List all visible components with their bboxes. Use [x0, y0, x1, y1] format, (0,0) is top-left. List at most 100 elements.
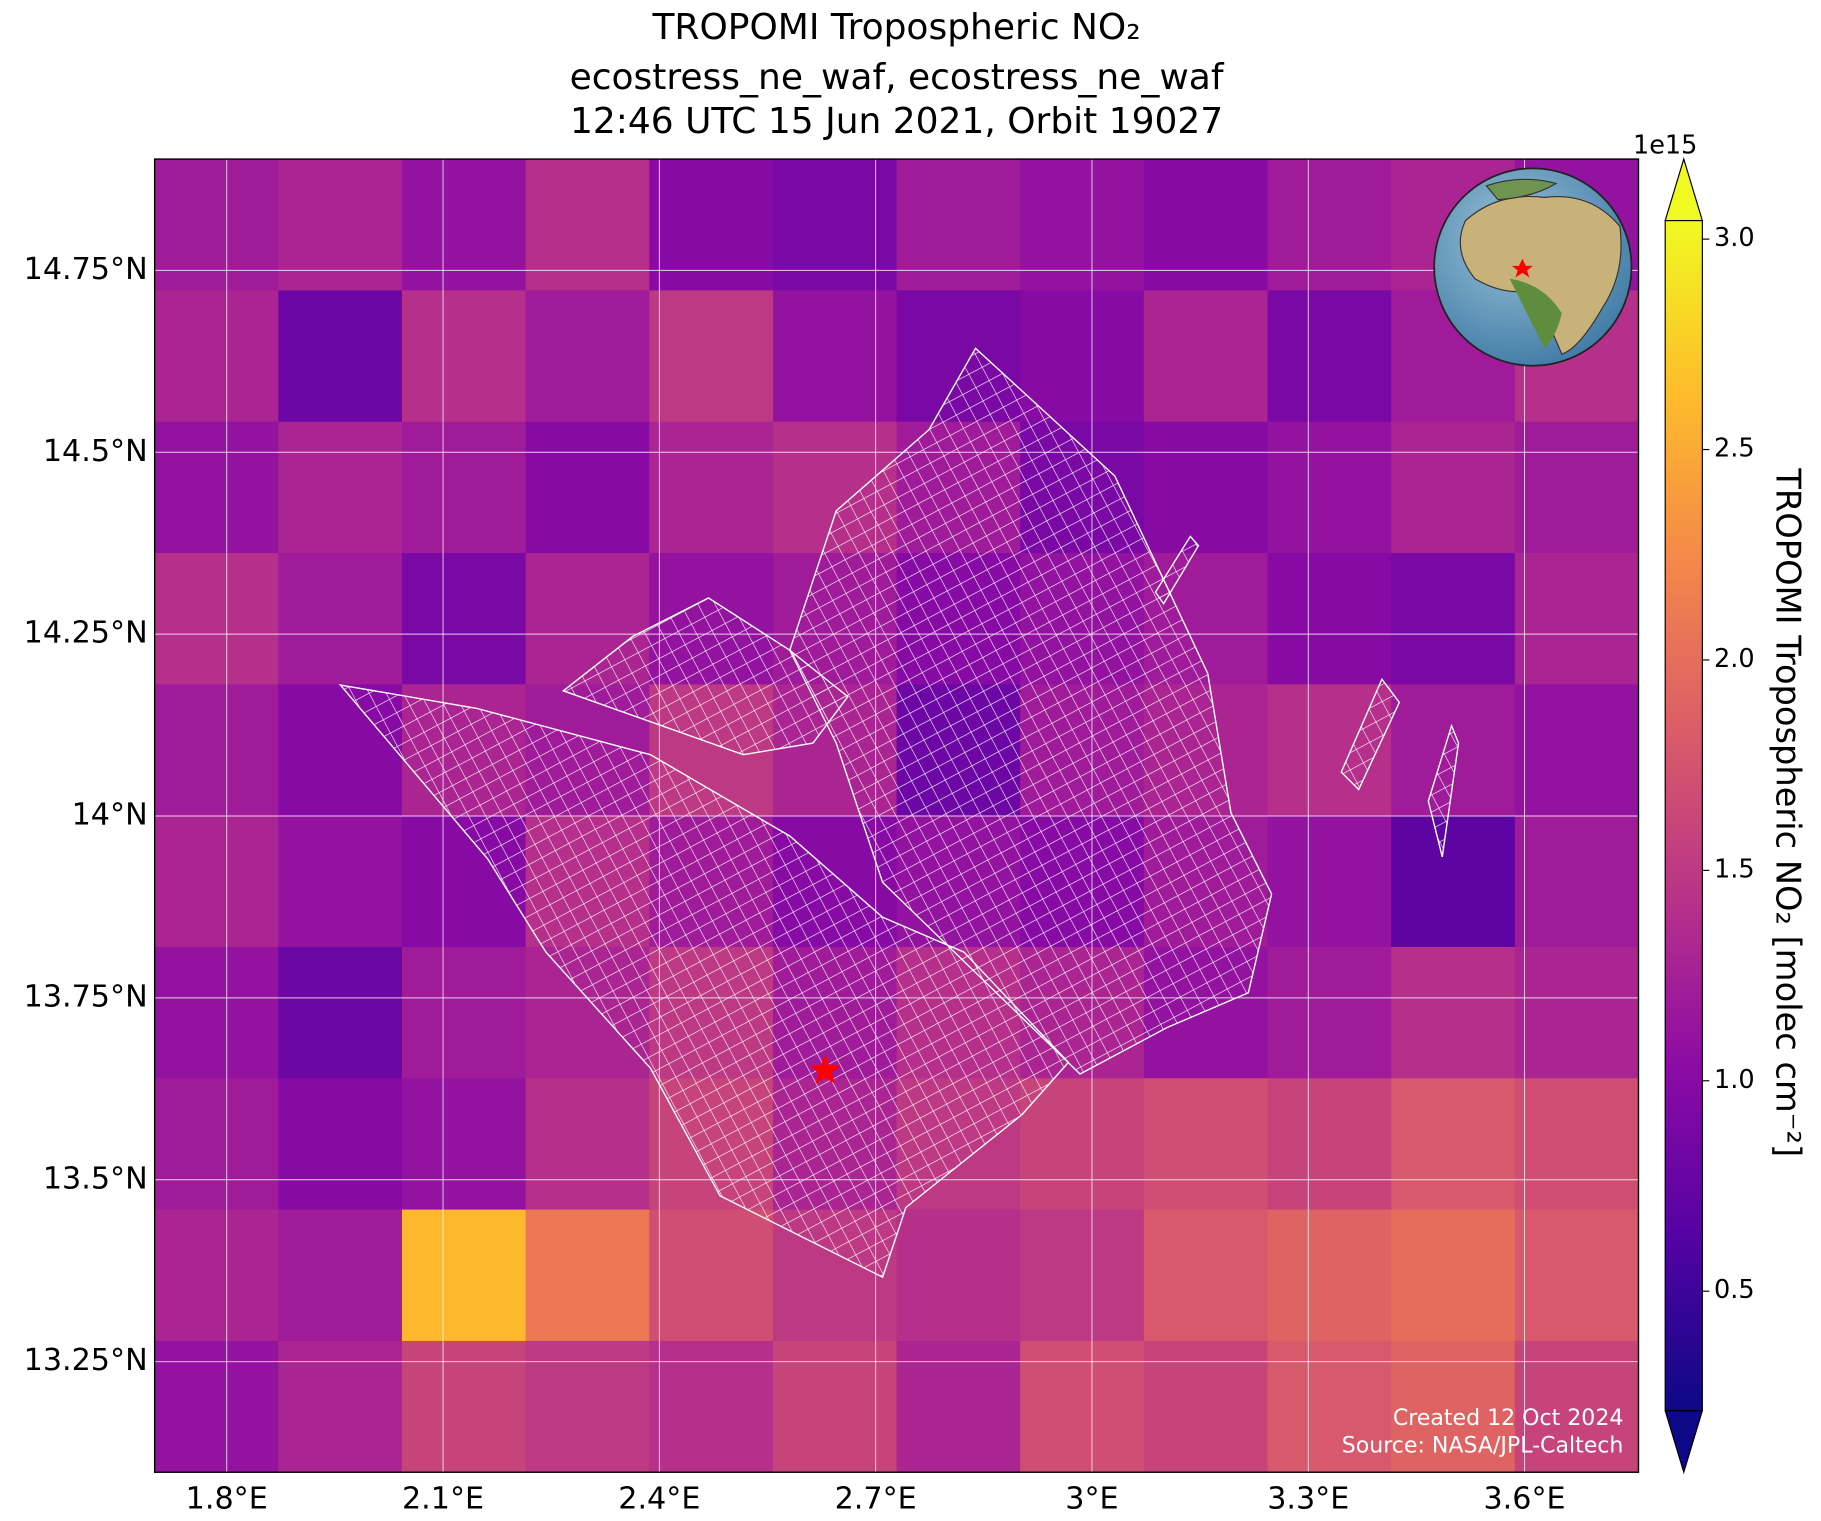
cell — [154, 1340, 279, 1473]
cell — [278, 815, 403, 948]
cell — [1391, 1209, 1516, 1342]
globe-site — [1511, 258, 1533, 278]
cell — [1514, 421, 1639, 554]
cell — [1143, 159, 1269, 291]
cell — [154, 684, 279, 817]
colorbar-label: TROPOMI Tropospheric NO₂ [molec cm⁻²] — [1768, 467, 1807, 1157]
europe — [1485, 178, 1558, 201]
cell — [896, 1340, 1021, 1473]
colorbar-body — [1664, 220, 1703, 1412]
cell — [278, 159, 403, 291]
plot-frame — [153, 158, 1640, 1473]
credit-line: Created 12 Oct 2024 — [1393, 1406, 1624, 1431]
title-line: 12:46 UTC 15 Jun 2021, Orbit 19027 — [570, 101, 1223, 142]
colorbar-tick-label: 1.5 — [1714, 854, 1755, 884]
cell — [1267, 946, 1392, 1079]
cell — [1267, 290, 1392, 423]
cell — [278, 1209, 403, 1342]
credits: Created 12 Oct 2024 Source: NASA/JPL-Cal… — [1342, 1406, 1624, 1459]
x-tick-label: 3.3°E — [1267, 1482, 1349, 1517]
cell — [1267, 421, 1392, 554]
cell — [1514, 946, 1639, 1079]
cell — [1020, 1078, 1145, 1211]
cell — [1514, 1209, 1639, 1342]
colorbar-extend-top — [1664, 157, 1704, 222]
colorbar-tick-label: 2.5 — [1714, 434, 1755, 464]
cell — [1020, 290, 1145, 423]
cell — [401, 1078, 527, 1211]
cell — [1391, 553, 1516, 685]
cell — [401, 946, 527, 1079]
cell — [649, 421, 774, 554]
site-marker-layer — [809, 1054, 841, 1084]
cell — [1514, 815, 1639, 948]
cell — [1143, 1209, 1269, 1342]
x-tick-label: 1.8°E — [186, 1482, 268, 1517]
y-tick-label: 14°N — [72, 798, 148, 833]
cell — [1267, 1209, 1392, 1342]
cell — [1143, 421, 1269, 554]
colorbar-tick-label: 1.0 — [1714, 1065, 1755, 1095]
cell — [154, 1209, 279, 1342]
cell — [401, 290, 527, 423]
cell — [154, 553, 279, 685]
cell — [1391, 946, 1516, 1079]
footprints — [338, 347, 1460, 1279]
cell — [1143, 1078, 1269, 1211]
cell — [1020, 1209, 1145, 1342]
cell — [649, 1209, 774, 1342]
cell — [154, 946, 279, 1079]
cell — [1267, 159, 1392, 291]
cell — [1391, 815, 1516, 948]
footprint — [788, 347, 1273, 1075]
y-tick-label: 13.5°N — [43, 1161, 148, 1196]
cell — [1143, 290, 1269, 423]
x-tick-label: 3.6°E — [1483, 1482, 1565, 1517]
cell — [525, 1209, 650, 1342]
cell — [401, 1209, 527, 1342]
cell — [1391, 1078, 1516, 1211]
cell — [401, 1340, 527, 1473]
cell — [525, 1078, 650, 1211]
cell — [1267, 1078, 1392, 1211]
cell — [1514, 684, 1639, 817]
x-tick-label: 3°E — [1065, 1482, 1118, 1517]
colorbar: 1e15 TROPOMI Tropospheric NO₂ [molec cm⁻… — [1633, 130, 1807, 1475]
cell — [1514, 1340, 1639, 1473]
cell — [278, 1340, 403, 1473]
footprint — [1154, 535, 1200, 606]
site-marker — [809, 1054, 841, 1084]
cell — [1391, 421, 1516, 554]
cell — [525, 421, 650, 554]
cell — [649, 290, 774, 423]
x-tick-label: 2.7°E — [835, 1482, 917, 1517]
continent — [1459, 195, 1622, 355]
cell — [649, 159, 774, 291]
footprint — [1427, 723, 1460, 858]
cell — [154, 1078, 279, 1211]
cell — [1267, 1340, 1392, 1473]
cell — [525, 1340, 650, 1473]
y-tick-label: 14.25°N — [24, 616, 148, 651]
cell — [154, 159, 279, 291]
cell — [278, 946, 403, 1079]
cell — [772, 1340, 898, 1473]
footprint — [338, 684, 1070, 1279]
globe-inset — [1433, 167, 1633, 367]
cell — [1391, 1340, 1516, 1473]
x-tick-label: 2.1°E — [402, 1482, 484, 1517]
cell — [649, 1340, 774, 1473]
cell — [772, 290, 898, 423]
cell — [401, 159, 527, 291]
cell — [154, 421, 279, 554]
cell — [1514, 1078, 1639, 1211]
y-tick-label: 13.75°N — [24, 979, 148, 1014]
colorbar-offset: 1e15 — [1633, 130, 1697, 160]
heatmap — [154, 159, 1639, 1473]
credit-line: Source: NASA/JPL-Caltech — [1342, 1434, 1624, 1459]
colorbar-tick-label: 2.0 — [1714, 644, 1755, 674]
cell — [896, 1209, 1021, 1342]
cell — [772, 159, 898, 291]
cell — [278, 553, 403, 685]
